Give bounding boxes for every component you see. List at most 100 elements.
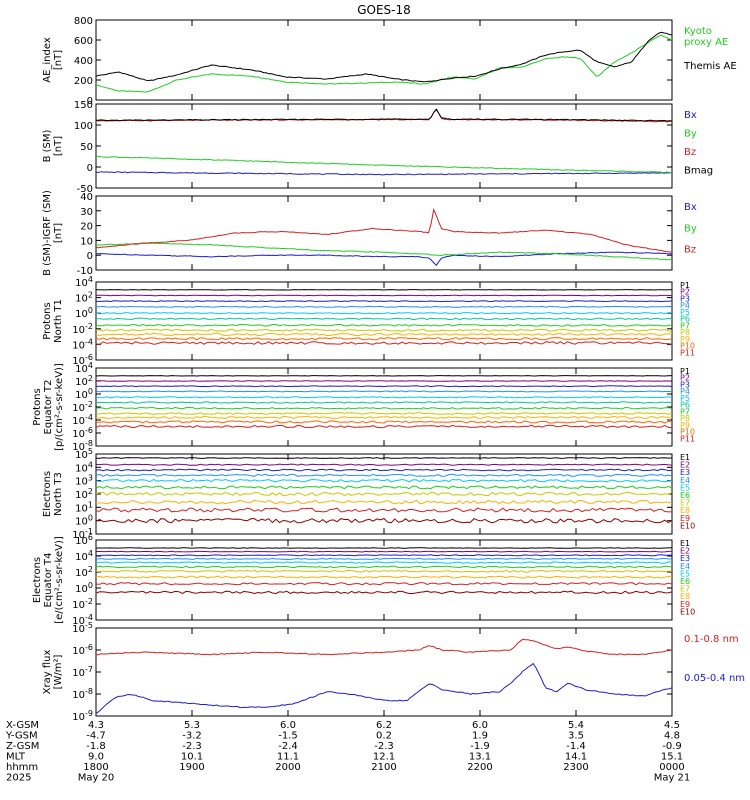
- y-tick-label: 30: [80, 207, 93, 218]
- y-tick-label: 0: [87, 163, 93, 174]
- time-axis-value: 11.1: [277, 752, 299, 763]
- time-axis-row-label: 2025: [6, 773, 31, 784]
- time-axis-value: -0.9: [662, 741, 682, 752]
- time-axis-value: -1.9: [470, 741, 490, 752]
- channel-line-3: [95, 385, 673, 388]
- y-tick-label: 100: [75, 387, 93, 401]
- time-axis-value: 2000: [275, 762, 300, 773]
- panel-3: 40 30 20 10 0 -10 B (SM)-IGRF (SM)[nT] Bx By Bz: [42, 190, 697, 277]
- y-tick-label: 104: [75, 460, 93, 474]
- legend-channel: E9: [680, 514, 690, 523]
- channel-line-6: [95, 401, 673, 404]
- y-tick-label: 104: [75, 361, 93, 375]
- legend-channel: P5: [680, 308, 690, 317]
- time-axis-value: -1.4: [566, 741, 586, 752]
- series-line-1: [95, 34, 673, 93]
- channel-line-10: [95, 420, 673, 424]
- y-axis-label: ElectronsEquator T4[e/(cm²-s-sr-keV)]: [32, 536, 65, 624]
- legend-channel: P8: [680, 414, 690, 423]
- y-axis-label: ProtonsNorth T1: [42, 299, 64, 343]
- series-line-2: [95, 155, 673, 174]
- time-axis-value: 2100: [371, 762, 396, 773]
- channel-line-10: [95, 590, 673, 595]
- channel-line-1: [95, 457, 673, 459]
- time-axis-value: 6.0: [472, 720, 488, 731]
- legend-channel: E1: [680, 539, 690, 548]
- legend-channel: E3: [680, 468, 690, 477]
- y-axis-label: B (SM)-IGRF (SM)[nT]: [42, 190, 64, 276]
- channel-line-2: [96, 550, 673, 553]
- y-tick-label: 10-2: [72, 322, 93, 336]
- channel-line-4: [96, 305, 673, 308]
- legend-channel: E7: [680, 585, 690, 594]
- legend-channel: P2: [680, 288, 690, 297]
- legend-entry: 0.05-0.4 nm: [684, 673, 745, 684]
- time-axis-value: -3.2: [182, 731, 202, 742]
- legend-channel: P4: [680, 301, 690, 310]
- channel-line-6: [95, 565, 673, 569]
- time-axis-value: 2300: [563, 762, 588, 773]
- time-axis-value: -4.7: [86, 731, 106, 742]
- channel-line-5: [95, 478, 673, 483]
- y-tick-label: 20: [80, 222, 93, 233]
- legend-channel: E8: [680, 592, 690, 601]
- channel-line-7: [95, 406, 673, 410]
- legend-channel: P10: [680, 342, 695, 351]
- y-tick-label: 100: [74, 121, 93, 132]
- y-tick-label: 10-8: [72, 687, 93, 701]
- time-axis-row-label: hhmm: [6, 762, 38, 773]
- y-tick-label: 10-6: [72, 643, 93, 657]
- legend-channel: E2: [680, 547, 690, 556]
- legend-channel: P3: [680, 294, 690, 303]
- y-tick-label: 102: [75, 291, 93, 305]
- y-tick-label: -10: [77, 266, 93, 277]
- time-axis-value: 5.4: [568, 720, 584, 731]
- legend-channel: E9: [680, 600, 690, 609]
- y-axis-label: ElectronsNorth T3: [42, 471, 64, 517]
- y-tick-label: 106: [75, 533, 93, 547]
- series-line-1: [96, 638, 673, 656]
- legend-channel: P6: [680, 401, 690, 410]
- channel-line-2: [95, 294, 673, 297]
- y-tick-label: 10-6: [72, 426, 93, 440]
- legend-channel: E6: [680, 491, 690, 500]
- y-axis-label: AE_index[nT]: [42, 37, 64, 83]
- time-axis-value: 13.1: [469, 752, 491, 763]
- channel-line-3: [95, 468, 673, 472]
- y-tick-label: 105: [75, 447, 93, 461]
- y-tick-label: 10: [80, 236, 93, 247]
- channel-line-9: [95, 507, 673, 513]
- y-tick-label: 102: [75, 487, 93, 501]
- y-tick-label: 800: [74, 16, 93, 27]
- panel-5: 10410210010-210-410-610-8ProtonsEquator …: [32, 361, 695, 453]
- time-axis-value: 9.0: [88, 752, 104, 763]
- series-line-1: [96, 171, 673, 176]
- y-tick-label: 0: [87, 96, 93, 107]
- time-axis-value: -2.4: [278, 741, 298, 752]
- panel-frame: [95, 19, 673, 101]
- series-line-2: [95, 31, 673, 83]
- legend-entry: proxy AE: [684, 37, 728, 48]
- time-axis-value: 4.3: [88, 720, 104, 731]
- channel-line-9: [95, 332, 673, 337]
- channel-line-2: [96, 380, 673, 382]
- legend-channel: P6: [680, 315, 690, 324]
- channel-line-7: [95, 323, 673, 327]
- y-tick-label: 10-2: [72, 597, 93, 611]
- channel-line-7: [95, 569, 672, 573]
- y-tick-label: 104: [75, 275, 93, 289]
- time-axis-value: -1.5: [278, 731, 298, 742]
- y-tick-label: 600: [74, 36, 93, 47]
- y-tick-label: 200: [74, 76, 93, 87]
- channel-line-8: [95, 575, 673, 579]
- legend-channel: P5: [680, 394, 690, 403]
- channel-line-9: [95, 582, 673, 586]
- channel-line-5: [96, 561, 673, 564]
- channel-line-10: [95, 517, 673, 524]
- series-line-2: [95, 242, 673, 261]
- channel-line-4: [95, 473, 673, 477]
